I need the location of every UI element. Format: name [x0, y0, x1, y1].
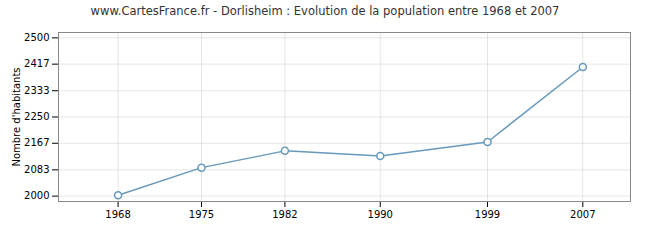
svg-text:2250: 2250 [24, 111, 49, 122]
svg-text:1975: 1975 [189, 209, 214, 220]
svg-text:2083: 2083 [24, 164, 49, 175]
svg-text:2007: 2007 [570, 209, 595, 220]
svg-text:2000: 2000 [24, 190, 49, 201]
svg-text:2333: 2333 [24, 85, 49, 96]
svg-text:2167: 2167 [24, 137, 49, 148]
svg-text:Nombre d'habitants: Nombre d'habitants [11, 67, 22, 166]
svg-text:1982: 1982 [272, 209, 297, 220]
svg-text:2417: 2417 [24, 58, 49, 69]
svg-text:1999: 1999 [475, 209, 500, 220]
svg-text:1990: 1990 [368, 209, 393, 220]
svg-text:1968: 1968 [105, 209, 130, 220]
html-text:www.CartesFrance.fr - Dorlishe: www.CartesFrance.fr - Dorlisheim : Evolu… [90, 4, 560, 18]
svg-text:2500: 2500 [24, 32, 49, 43]
